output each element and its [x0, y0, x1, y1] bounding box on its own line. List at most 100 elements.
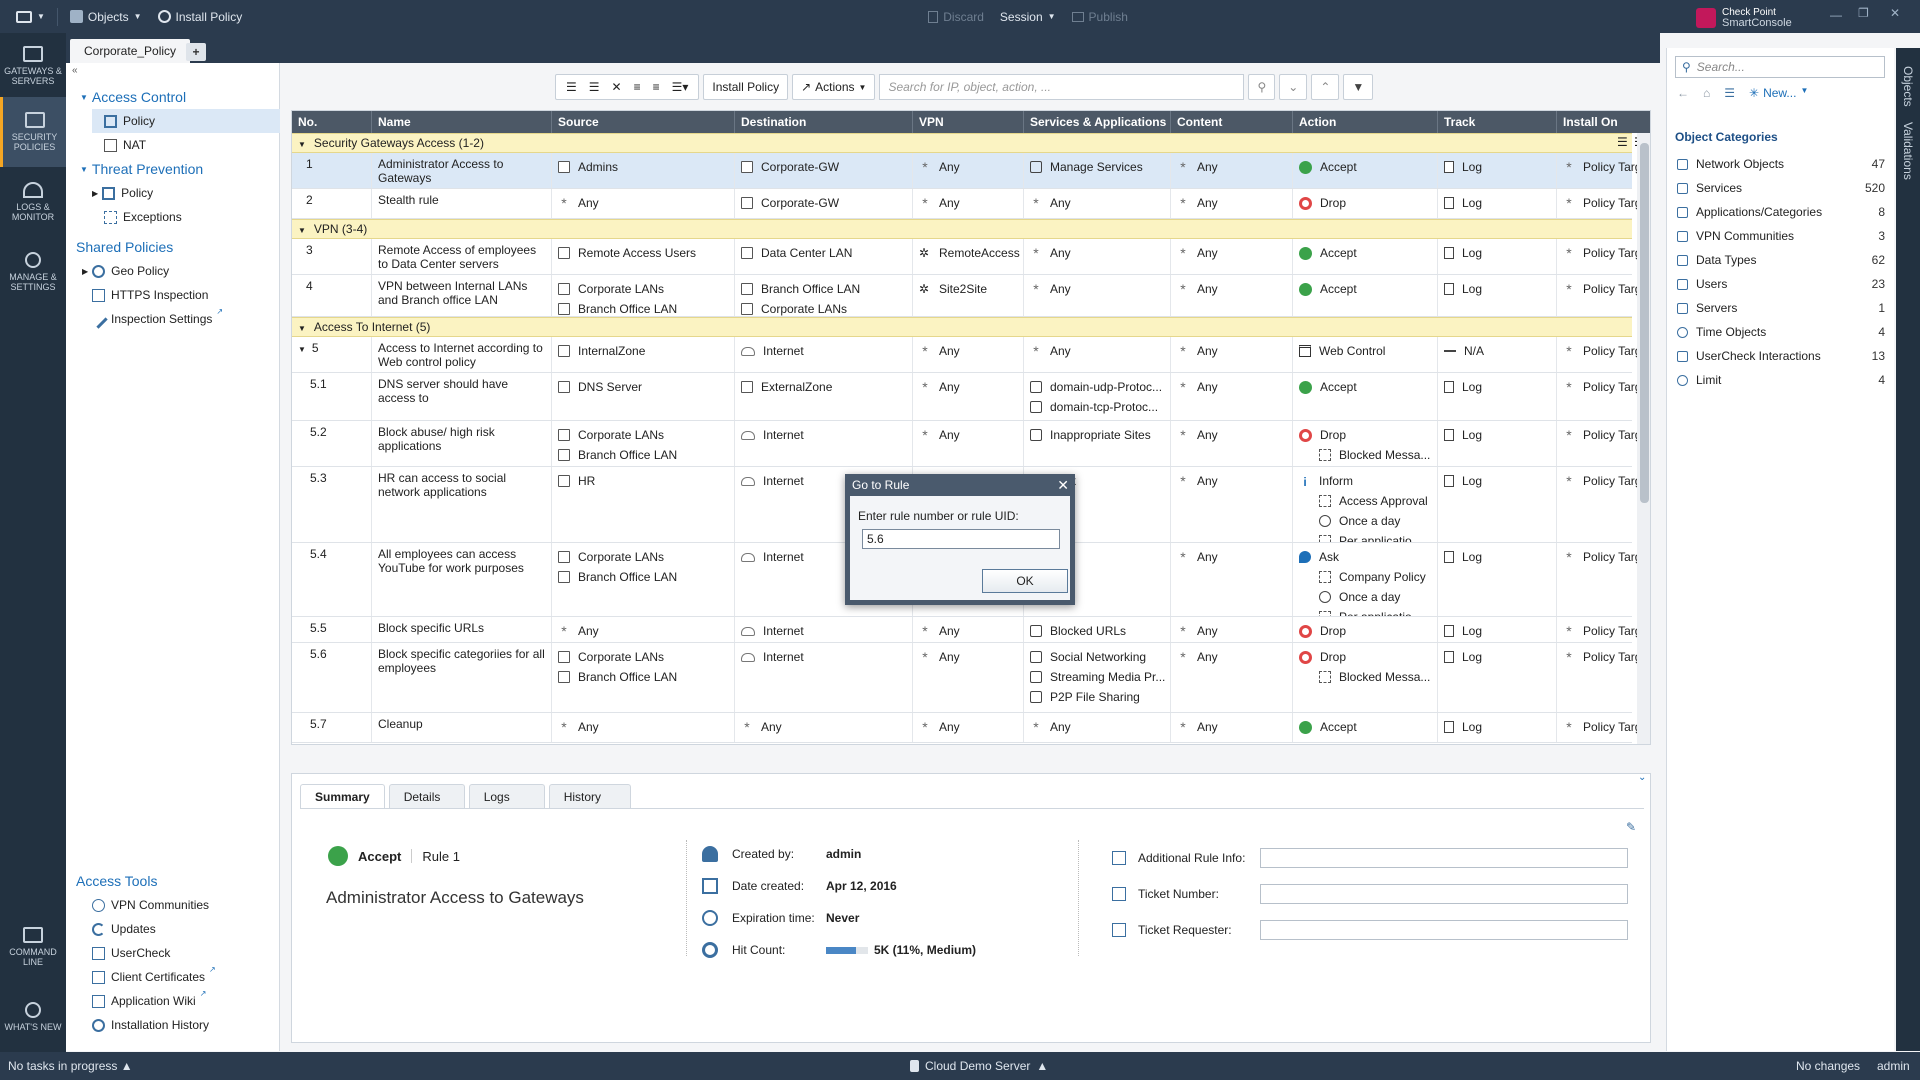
cell-item[interactable]: Drop	[1299, 647, 1431, 667]
cell-item[interactable]: * Any	[1030, 717, 1164, 737]
back-icon[interactable]: ←	[1677, 86, 1689, 100]
rule-row[interactable]: 5.5 Block specific URLs * Any Internet * Any Bl…	[292, 617, 1641, 643]
cell-item[interactable]: * Any	[919, 157, 1017, 177]
cell-item[interactable]: Social Networking	[1030, 647, 1164, 667]
cell-item[interactable]: * Any	[1177, 471, 1286, 491]
cell-item[interactable]: Log	[1444, 157, 1550, 177]
list-view-icon[interactable]: ☰	[1724, 86, 1736, 100]
cell-item[interactable]: Corporate LANs	[558, 647, 728, 667]
cell-item[interactable]: Corporate-GW	[741, 157, 906, 177]
add-section-below-icon[interactable]: ≡	[652, 80, 660, 94]
tool-installation-history[interactable]: Installation History	[66, 1013, 280, 1037]
rule-name[interactable]: DNS server should have access to	[378, 377, 509, 405]
tasks-status[interactable]: No tasks in progress ▲	[8, 1059, 133, 1073]
cell-item[interactable]: Blocked URLs	[1030, 621, 1164, 641]
cell-item[interactable]: * Policy Targ	[1563, 157, 1645, 177]
cell-item[interactable]: * Any	[558, 717, 728, 737]
cell-item[interactable]: * Any	[1030, 193, 1164, 213]
category-item[interactable]: Time Objects 4	[1667, 320, 1895, 344]
rule-row[interactable]: 5.7 Cleanup * Any * Any * Any * Any * Any Accept Log *…	[292, 713, 1641, 743]
tab-history[interactable]: History	[548, 784, 631, 808]
collapse-panel-icon[interactable]: ⌄	[1638, 772, 1647, 783]
cell-item[interactable]: Internet	[741, 471, 906, 491]
add-rule-below-icon[interactable]: ☰	[588, 80, 600, 94]
cell-item[interactable]: Log	[1444, 547, 1550, 567]
cell-item[interactable]: * Any	[1177, 425, 1286, 445]
nav-command-line[interactable]: COMMAND LINE	[0, 912, 66, 982]
object-search-input[interactable]: ⚲ Search...	[1675, 56, 1885, 78]
chevron-down-icon[interactable]: ▼	[298, 226, 306, 235]
cell-item[interactable]: Accept	[1299, 279, 1431, 299]
cell-item[interactable]: * Policy Targ	[1563, 377, 1645, 397]
cell-item[interactable]: * Any	[919, 377, 1017, 397]
tab-details[interactable]: Details	[388, 784, 465, 808]
tree-tp-policy[interactable]: ▶ Policy	[92, 186, 154, 200]
cell-item[interactable]: Log	[1444, 425, 1550, 445]
rule-row[interactable]: 5.2 Block abuse/ high risk applications Co…	[292, 421, 1641, 467]
cell-item[interactable]: Accept	[1299, 243, 1431, 263]
cell-item[interactable]: Drop	[1299, 193, 1431, 213]
scroll-thumb[interactable]	[1640, 143, 1649, 503]
tab-logs[interactable]: Logs	[468, 784, 545, 808]
tool-updates[interactable]: Updates	[66, 917, 280, 941]
edit-icon[interactable]: ✎	[1626, 820, 1637, 834]
close-icon[interactable]: ✕	[1890, 6, 1901, 20]
cell-item[interactable]: Streaming Media Pr...	[1030, 667, 1165, 687]
publish-button[interactable]: Publish	[1064, 10, 1136, 24]
rule-row[interactable]: 3 Remote Access of employees to Data Cent…	[292, 239, 1641, 275]
nav-gateways-servers[interactable]: GATEWAYS & SERVERS	[0, 35, 66, 97]
rule-name[interactable]: Block specific URLs	[378, 621, 485, 635]
rule-name[interactable]: Cleanup	[378, 717, 423, 731]
cell-item[interactable]: Log	[1444, 279, 1550, 299]
nav-security-policies[interactable]: SECURITY POLICIES	[0, 97, 66, 167]
maximize-icon[interactable]: ❐	[1858, 6, 1869, 20]
section-header[interactable]: ▼ Access To Internet (5)	[292, 317, 1632, 337]
cell-item[interactable]: * Policy Targ	[1563, 425, 1645, 445]
cell-item[interactable]: Accept	[1299, 377, 1431, 397]
collapse-tree-icon[interactable]: «	[72, 65, 78, 76]
category-item[interactable]: VPN Communities 3	[1667, 224, 1895, 248]
rule-name[interactable]: Block abuse/ high risk applications	[378, 425, 495, 453]
filter-button[interactable]: ▼	[1343, 74, 1374, 100]
category-item[interactable]: Limit 4	[1667, 368, 1895, 392]
cell-item[interactable]: Log	[1444, 647, 1550, 667]
cell-item[interactable]: Internet	[741, 547, 906, 567]
session-menu-button[interactable]: Session ▼	[992, 10, 1064, 24]
cell-item[interactable]: ✲ RemoteAccess	[919, 243, 1020, 263]
close-icon[interactable]: ✕	[1057, 477, 1069, 493]
col-action[interactable]: Action	[1293, 111, 1438, 133]
delete-rule-icon[interactable]: ✕	[611, 80, 622, 94]
category-item[interactable]: Network Objects 47	[1667, 152, 1895, 176]
rule-name[interactable]: Remote Access of employees to Data Cente…	[378, 243, 537, 271]
nav-logs-monitor[interactable]: LOGS & MONITOR	[0, 167, 66, 237]
rule-name[interactable]: VPN between Internal LANs and Branch off…	[378, 279, 528, 307]
install-policy-button[interactable]: Install Policy	[150, 10, 251, 24]
cell-item[interactable]: Access Approval	[1299, 491, 1431, 511]
rule-name[interactable]: Block specific categoriies for all emplo…	[378, 647, 545, 675]
cell-item[interactable]: * Any	[1177, 717, 1286, 737]
rule-row[interactable]: 4 VPN between Internal LANs and Branch of…	[292, 275, 1641, 317]
cell-item[interactable]: Blocked Messa...	[1299, 445, 1431, 465]
rule-row[interactable]: 5.1 DNS server should have access to DNS S…	[292, 373, 1641, 421]
cell-item[interactable]: Once a day	[1299, 511, 1431, 531]
tool-vpn-communities[interactable]: VPN Communities	[66, 893, 280, 917]
cell-item[interactable]: Log	[1444, 377, 1550, 397]
chevron-down-icon[interactable]: ▼	[298, 345, 306, 354]
category-item[interactable]: Services 520	[1667, 176, 1895, 200]
cell-item[interactable]: Per applicatio...	[1299, 531, 1431, 542]
cell-item[interactable]: * Any	[1030, 341, 1164, 361]
cell-item[interactable]: Internet	[741, 425, 906, 445]
objects-strip-tab[interactable]: Objects	[1901, 66, 1915, 107]
cell-item[interactable]: * Any	[1177, 647, 1286, 667]
cell-item[interactable]: * Any	[919, 193, 1017, 213]
cell-item[interactable]: Log	[1444, 621, 1550, 641]
cell-item[interactable]: Log	[1444, 717, 1550, 737]
prev-match-button[interactable]: ⌃	[1311, 74, 1340, 100]
cell-item[interactable]: Branch Office LAN	[558, 567, 728, 587]
category-item[interactable]: UserCheck Interactions 13	[1667, 344, 1895, 368]
cell-item[interactable]: Log	[1444, 471, 1550, 491]
ticket-number-field[interactable]	[1260, 884, 1628, 904]
new-object-button[interactable]: ✳ New... ▼	[1749, 86, 1808, 100]
chevron-down-icon[interactable]: ▼	[298, 140, 306, 149]
cell-item[interactable]: Branch Office LAN	[741, 279, 906, 299]
